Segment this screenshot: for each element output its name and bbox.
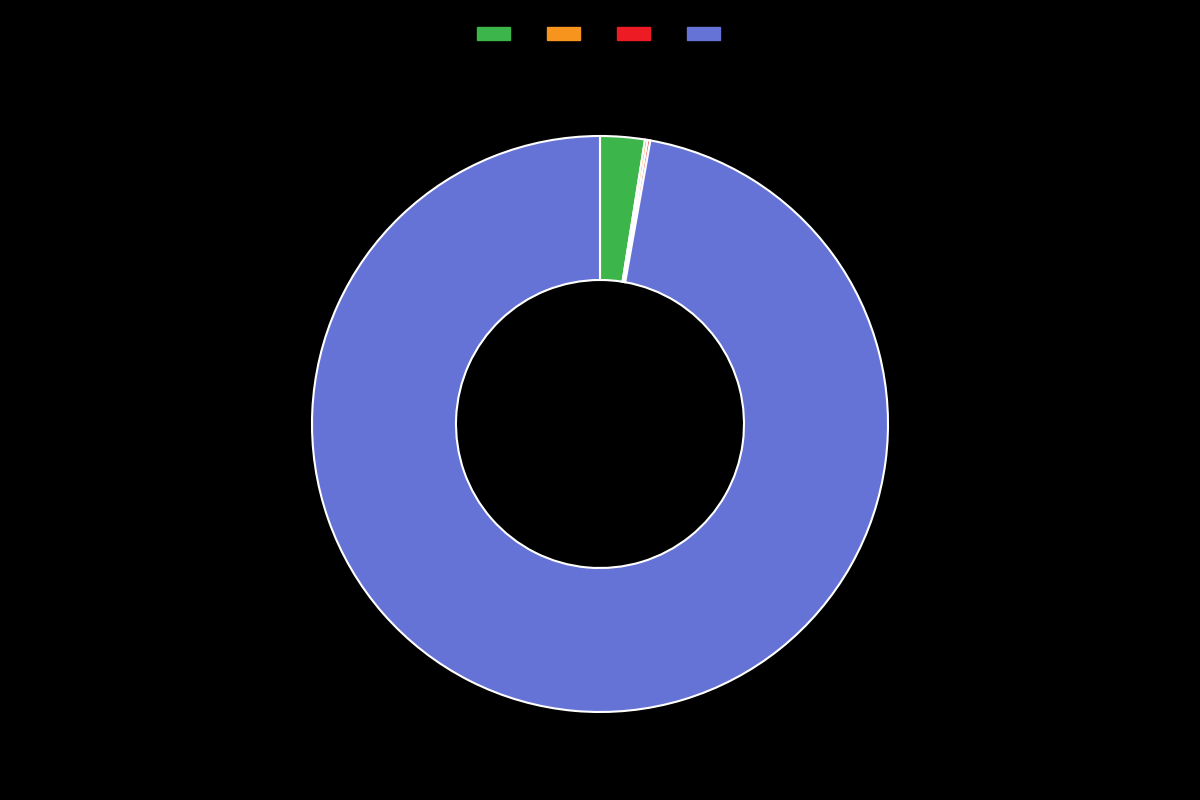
Wedge shape bbox=[600, 136, 646, 282]
Legend: , , , : , , , bbox=[473, 22, 727, 46]
Wedge shape bbox=[312, 136, 888, 712]
Wedge shape bbox=[623, 139, 648, 282]
Wedge shape bbox=[624, 140, 650, 282]
